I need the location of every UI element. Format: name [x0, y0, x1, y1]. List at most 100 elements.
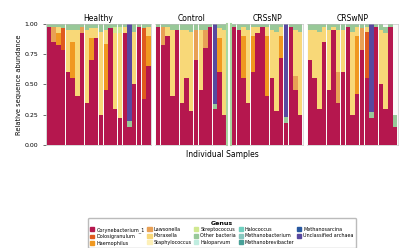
Bar: [94, 38, 98, 145]
Bar: [184, 30, 189, 78]
Bar: [222, 115, 226, 145]
Bar: [146, 36, 151, 66]
Bar: [108, 24, 113, 29]
Bar: [80, 24, 84, 27]
Bar: [312, 78, 317, 145]
Bar: [322, 42, 326, 145]
Title: Healthy: Healthy: [84, 14, 114, 23]
Bar: [350, 24, 355, 32]
Bar: [364, 24, 369, 27]
Bar: [265, 36, 269, 96]
Bar: [355, 27, 360, 36]
Bar: [180, 30, 184, 103]
Bar: [194, 24, 198, 30]
Bar: [99, 32, 103, 115]
Bar: [89, 38, 94, 60]
Title: Control: Control: [177, 14, 205, 23]
Bar: [56, 27, 60, 33]
Bar: [360, 29, 364, 50]
Bar: [279, 24, 284, 27]
Bar: [265, 24, 269, 27]
Bar: [232, 24, 236, 27]
Bar: [298, 24, 302, 32]
Bar: [364, 32, 369, 78]
Bar: [393, 115, 397, 127]
Bar: [56, 24, 60, 27]
Bar: [137, 24, 141, 27]
Bar: [142, 24, 146, 29]
Bar: [66, 72, 70, 145]
Bar: [379, 14, 383, 24]
Bar: [85, 103, 89, 145]
Bar: [156, 24, 160, 27]
Bar: [379, 84, 383, 145]
Y-axis label: Relative sequence abundance: Relative sequence abundance: [16, 34, 22, 135]
Bar: [317, 24, 322, 32]
Bar: [66, 24, 70, 30]
Bar: [265, 27, 269, 36]
Bar: [279, 58, 284, 145]
Bar: [184, 78, 189, 145]
Bar: [47, 24, 51, 27]
Title: CRSwNP: CRSwNP: [336, 14, 368, 23]
Bar: [70, 24, 75, 30]
Bar: [274, 32, 279, 111]
Bar: [56, 33, 60, 45]
Bar: [118, 27, 122, 33]
Bar: [218, 72, 222, 145]
Bar: [52, 24, 56, 27]
Bar: [288, 27, 293, 145]
Bar: [256, 24, 260, 27]
Bar: [256, 33, 260, 145]
Bar: [384, 109, 388, 145]
Bar: [122, 24, 127, 27]
Bar: [127, 121, 132, 127]
Bar: [279, 36, 284, 58]
Bar: [251, 72, 255, 145]
Bar: [293, 24, 298, 30]
Bar: [308, 60, 312, 145]
Bar: [251, 27, 255, 36]
Bar: [369, 118, 374, 145]
Bar: [374, 24, 378, 27]
Bar: [241, 36, 246, 78]
Bar: [241, 24, 246, 27]
Bar: [284, 123, 288, 145]
Bar: [312, 30, 317, 78]
Bar: [118, 118, 122, 145]
Bar: [203, 24, 208, 30]
Bar: [132, 32, 136, 84]
Bar: [336, 72, 340, 103]
Bar: [260, 27, 264, 145]
Bar: [113, 109, 118, 145]
Bar: [341, 24, 345, 30]
Bar: [293, 76, 298, 91]
Bar: [104, 30, 108, 44]
Bar: [388, 27, 392, 145]
Bar: [379, 30, 383, 84]
Legend: Corynebacterium_1, Dolosigranulum, Haemophilus, Lawsonella, Moraxella, Staphyloc: Corynebacterium_1, Dolosigranulum, Haemo…: [88, 218, 356, 248]
Bar: [246, 30, 250, 103]
Bar: [85, 24, 89, 30]
Bar: [312, 24, 317, 30]
Bar: [274, 24, 279, 32]
Bar: [364, 27, 369, 32]
Bar: [213, 104, 217, 109]
Bar: [80, 27, 84, 33]
Bar: [384, 27, 388, 33]
Bar: [175, 24, 179, 30]
Bar: [213, 109, 217, 145]
Bar: [374, 27, 378, 145]
Bar: [156, 27, 160, 145]
Bar: [270, 30, 274, 78]
Bar: [274, 111, 279, 145]
Bar: [350, 115, 355, 145]
Bar: [218, 24, 222, 29]
Bar: [284, 117, 288, 123]
Bar: [298, 32, 302, 115]
Bar: [161, 27, 165, 45]
Bar: [142, 29, 146, 99]
Bar: [194, 60, 198, 145]
Bar: [52, 27, 56, 42]
Bar: [180, 24, 184, 30]
